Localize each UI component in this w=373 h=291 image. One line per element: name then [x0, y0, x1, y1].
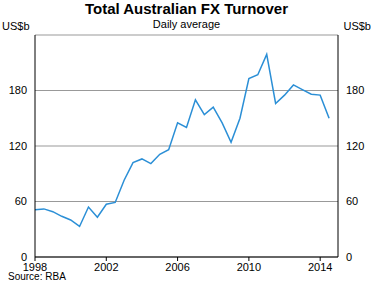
svg-text:60: 60: [346, 195, 358, 207]
svg-text:180: 180: [346, 84, 364, 96]
svg-text:0: 0: [346, 251, 352, 263]
svg-text:60: 60: [15, 195, 27, 207]
html-text:Daily average: Daily average: [152, 18, 221, 30]
html-text:Source: RBA: Source: RBA: [8, 271, 66, 282]
svg-text:0: 0: [21, 251, 27, 263]
html-text:US$b: US$b: [2, 20, 30, 32]
html-text:Total Australian FX Turnover: Total Australian FX Turnover: [85, 0, 288, 17]
svg-text:120: 120: [9, 140, 27, 152]
svg-text:2006: 2006: [165, 261, 189, 273]
svg-text:120: 120: [346, 140, 364, 152]
svg-text:180: 180: [9, 84, 27, 96]
svg-text:2014: 2014: [308, 261, 332, 273]
html-text:US$b: US$b: [343, 20, 371, 32]
svg-text:2010: 2010: [237, 261, 261, 273]
svg-text:2002: 2002: [94, 261, 118, 273]
